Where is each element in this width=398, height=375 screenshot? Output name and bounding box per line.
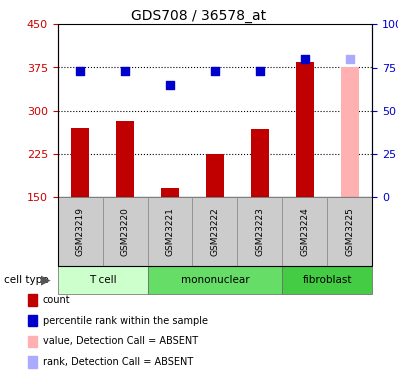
Text: GSM23225: GSM23225 <box>345 207 354 256</box>
Point <box>167 82 173 88</box>
Text: value, Detection Call = ABSENT: value, Detection Call = ABSENT <box>43 336 198 346</box>
Text: percentile rank within the sample: percentile rank within the sample <box>43 316 208 326</box>
Text: T cell: T cell <box>89 275 117 285</box>
Text: rank, Detection Call = ABSENT: rank, Detection Call = ABSENT <box>43 357 193 367</box>
Text: GDS708 / 36578_at: GDS708 / 36578_at <box>131 9 267 23</box>
Text: count: count <box>43 295 70 305</box>
Text: GSM23222: GSM23222 <box>211 207 219 256</box>
Point <box>212 68 218 74</box>
Text: mononuclear: mononuclear <box>181 275 249 285</box>
Text: GSM23220: GSM23220 <box>121 207 130 256</box>
Text: GSM23219: GSM23219 <box>76 207 85 256</box>
Point <box>122 68 128 74</box>
Text: GSM23223: GSM23223 <box>256 207 264 256</box>
Text: fibroblast: fibroblast <box>302 275 352 285</box>
Bar <box>71 128 89 197</box>
Point <box>347 56 353 62</box>
Bar <box>161 188 179 197</box>
Point <box>77 68 83 74</box>
Text: GSM23221: GSM23221 <box>166 207 174 256</box>
Bar <box>296 62 314 197</box>
Bar <box>116 121 134 197</box>
Point <box>302 56 308 62</box>
Bar <box>206 154 224 197</box>
Text: ▶: ▶ <box>41 274 51 287</box>
Text: cell type: cell type <box>4 275 49 285</box>
Point <box>257 68 263 74</box>
Text: GSM23224: GSM23224 <box>300 207 309 256</box>
Bar <box>251 129 269 197</box>
Bar <box>341 68 359 197</box>
